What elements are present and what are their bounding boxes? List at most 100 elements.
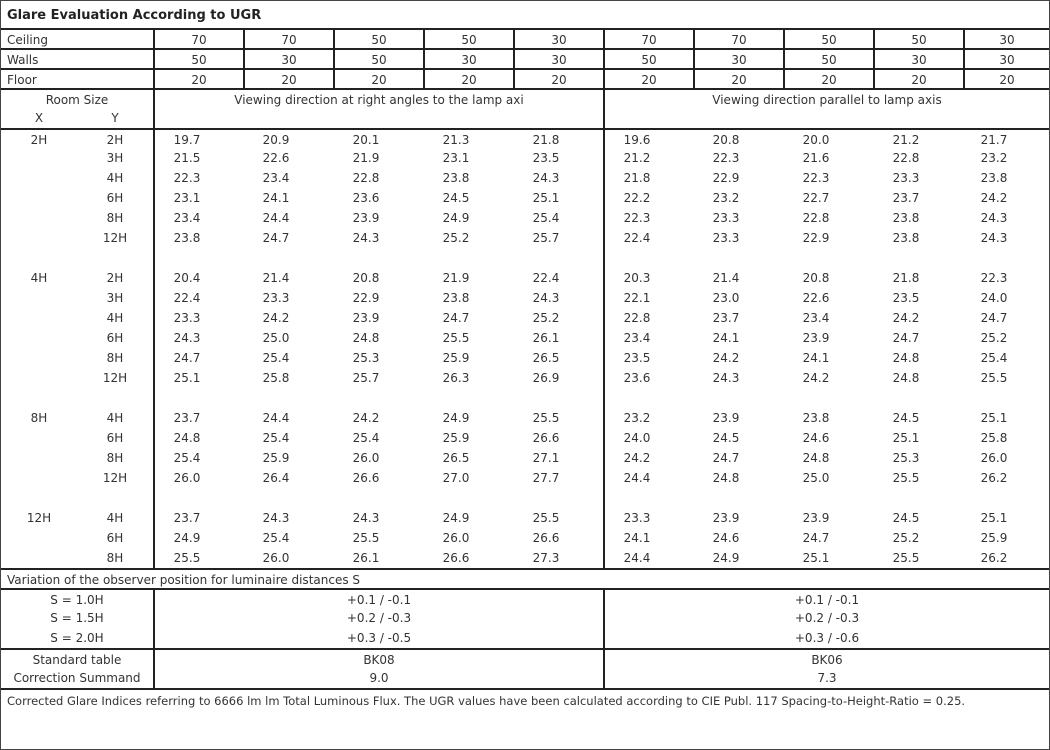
ugr-value: 24.3 xyxy=(980,231,1008,245)
standard-right: 7.3 xyxy=(603,668,1049,688)
ugr-value: 24.1 xyxy=(262,191,290,205)
ugr-value: 21.3 xyxy=(442,133,470,147)
reflectance-value: 50 xyxy=(153,50,243,70)
ugr-value: 25.9 xyxy=(262,451,290,465)
ugr-value: 23.2 xyxy=(980,151,1008,165)
reflectance-label: Floor xyxy=(7,73,37,87)
ugr-value: 22.3 xyxy=(712,151,740,165)
ugr-value: 26.6 xyxy=(532,431,560,445)
ugr-value: 21.7 xyxy=(980,133,1008,147)
ugr-value: 24.4 xyxy=(262,211,290,225)
room-y: 8H xyxy=(106,351,124,365)
ugr-value: 22.9 xyxy=(712,171,740,185)
ugr-value: 25.4 xyxy=(153,448,243,468)
ugr-value: 26.5 xyxy=(532,351,560,365)
ugr-value: 20.3 xyxy=(603,268,693,288)
standard-label: Standard table xyxy=(32,653,122,667)
ugr-value: 24.8 xyxy=(892,371,920,385)
room-y: 2H xyxy=(106,271,124,285)
room-x xyxy=(1,228,77,248)
ugr-value: 26.6 xyxy=(352,471,380,485)
variation-left: +0.2 / -0.3 xyxy=(153,608,603,628)
ugr-value: 24.7 xyxy=(980,311,1008,325)
room-x xyxy=(1,368,77,388)
variation-row: S = 1.0H +0.1 / -0.1 +0.1 / -0.1 xyxy=(1,588,1049,610)
reflectance-value: 20 xyxy=(423,70,513,90)
ugr-value: 25.1 xyxy=(802,551,830,565)
ugr-value: 25.9 xyxy=(442,351,470,365)
ugr-value: 24.0 xyxy=(980,291,1008,305)
ugr-value: 25.5 xyxy=(442,331,470,345)
ugr-value: 22.4 xyxy=(153,288,243,308)
ugr-value: 23.2 xyxy=(603,408,693,428)
ugr-value: 25.4 xyxy=(352,431,380,445)
ugr-value: 25.2 xyxy=(980,331,1008,345)
room-x xyxy=(1,188,77,208)
ugr-value: 23.2 xyxy=(712,191,740,205)
ugr-value: 24.3 xyxy=(352,231,380,245)
reflectance-value: 70 xyxy=(243,30,333,50)
room-x: 8H xyxy=(30,411,48,425)
ugr-value: 24.9 xyxy=(442,211,470,225)
reflectance-label: Walls xyxy=(7,53,39,67)
ugr-value: 25.9 xyxy=(442,431,470,445)
variation-heading: Variation of the observer position for l… xyxy=(7,573,361,587)
blank-row xyxy=(1,388,1049,408)
spacer xyxy=(153,388,603,408)
standard-right: BK06 xyxy=(603,650,1049,670)
variation-row: S = 2.0H +0.3 / -0.5 +0.3 / -0.6 xyxy=(1,628,1049,648)
ugr-value: 23.6 xyxy=(603,368,693,388)
ugr-value: 27.3 xyxy=(532,551,560,565)
reflectance-value: 70 xyxy=(603,30,693,50)
ugr-value: 20.9 xyxy=(262,133,290,147)
ugr-value: 23.9 xyxy=(802,331,830,345)
ugr-value: 25.5 xyxy=(532,511,560,525)
ugr-value: 24.5 xyxy=(892,411,920,425)
ugr-value: 24.8 xyxy=(352,331,380,345)
ugr-value: 24.7 xyxy=(153,348,243,368)
ugr-value: 23.5 xyxy=(603,348,693,368)
ugr-value: 21.9 xyxy=(352,151,380,165)
ugr-value: 23.9 xyxy=(712,511,740,525)
ugr-value: 24.7 xyxy=(262,231,290,245)
ugr-value: 24.9 xyxy=(153,528,243,548)
room-x xyxy=(1,428,77,448)
ugr-value: 26.0 xyxy=(153,468,243,488)
ugr-value: 24.7 xyxy=(712,451,740,465)
ugr-value: 24.3 xyxy=(352,511,380,525)
ugr-value: 21.8 xyxy=(603,168,693,188)
reflectance-value: 30 xyxy=(963,30,1049,50)
ugr-value: 25.5 xyxy=(980,371,1008,385)
room-x xyxy=(1,448,77,468)
ugr-value: 22.2 xyxy=(603,188,693,208)
spacer xyxy=(153,488,603,508)
ugr-value: 24.4 xyxy=(603,468,693,488)
room-y: 8H xyxy=(106,551,124,565)
ugr-value: 21.9 xyxy=(442,271,470,285)
ugr-value: 24.2 xyxy=(352,411,380,425)
ugr-value: 27.7 xyxy=(532,471,560,485)
ugr-value: 26.0 xyxy=(980,451,1008,465)
spacer xyxy=(1,488,153,508)
ugr-value: 24.2 xyxy=(712,351,740,365)
ugr-value: 25.8 xyxy=(980,431,1008,445)
reflectance-value: 70 xyxy=(693,30,783,50)
table-row: 6H 24.3 25.0 24.8 25.5 26.1 23.4 24.1 23.9 24.7 25… xyxy=(1,328,1049,348)
table-row: 12H 23.8 24.7 24.3 25.2 25.7 22.4 23.3 22.9 23.8 2… xyxy=(1,228,1049,248)
room-y: 6H xyxy=(106,431,124,445)
ugr-value: 26.4 xyxy=(262,471,290,485)
ugr-value: 24.8 xyxy=(712,471,740,485)
ugr-value: 25.0 xyxy=(802,471,830,485)
room-y: 12H xyxy=(102,371,128,385)
ugr-value: 24.4 xyxy=(262,411,290,425)
standard-left: 9.0 xyxy=(153,668,603,688)
ugr-value: 23.8 xyxy=(442,171,470,185)
ugr-value: 21.2 xyxy=(892,133,920,147)
ugr-value: 22.9 xyxy=(352,291,380,305)
room-x xyxy=(1,348,77,368)
ugr-value: 24.5 xyxy=(892,511,920,525)
reflectance-value: 30 xyxy=(423,50,513,70)
table-row: 8H 25.5 26.0 26.1 26.6 27.3 24.4 24.9 25.1 25.5 26… xyxy=(1,548,1049,568)
ugr-value: 24.2 xyxy=(980,191,1008,205)
